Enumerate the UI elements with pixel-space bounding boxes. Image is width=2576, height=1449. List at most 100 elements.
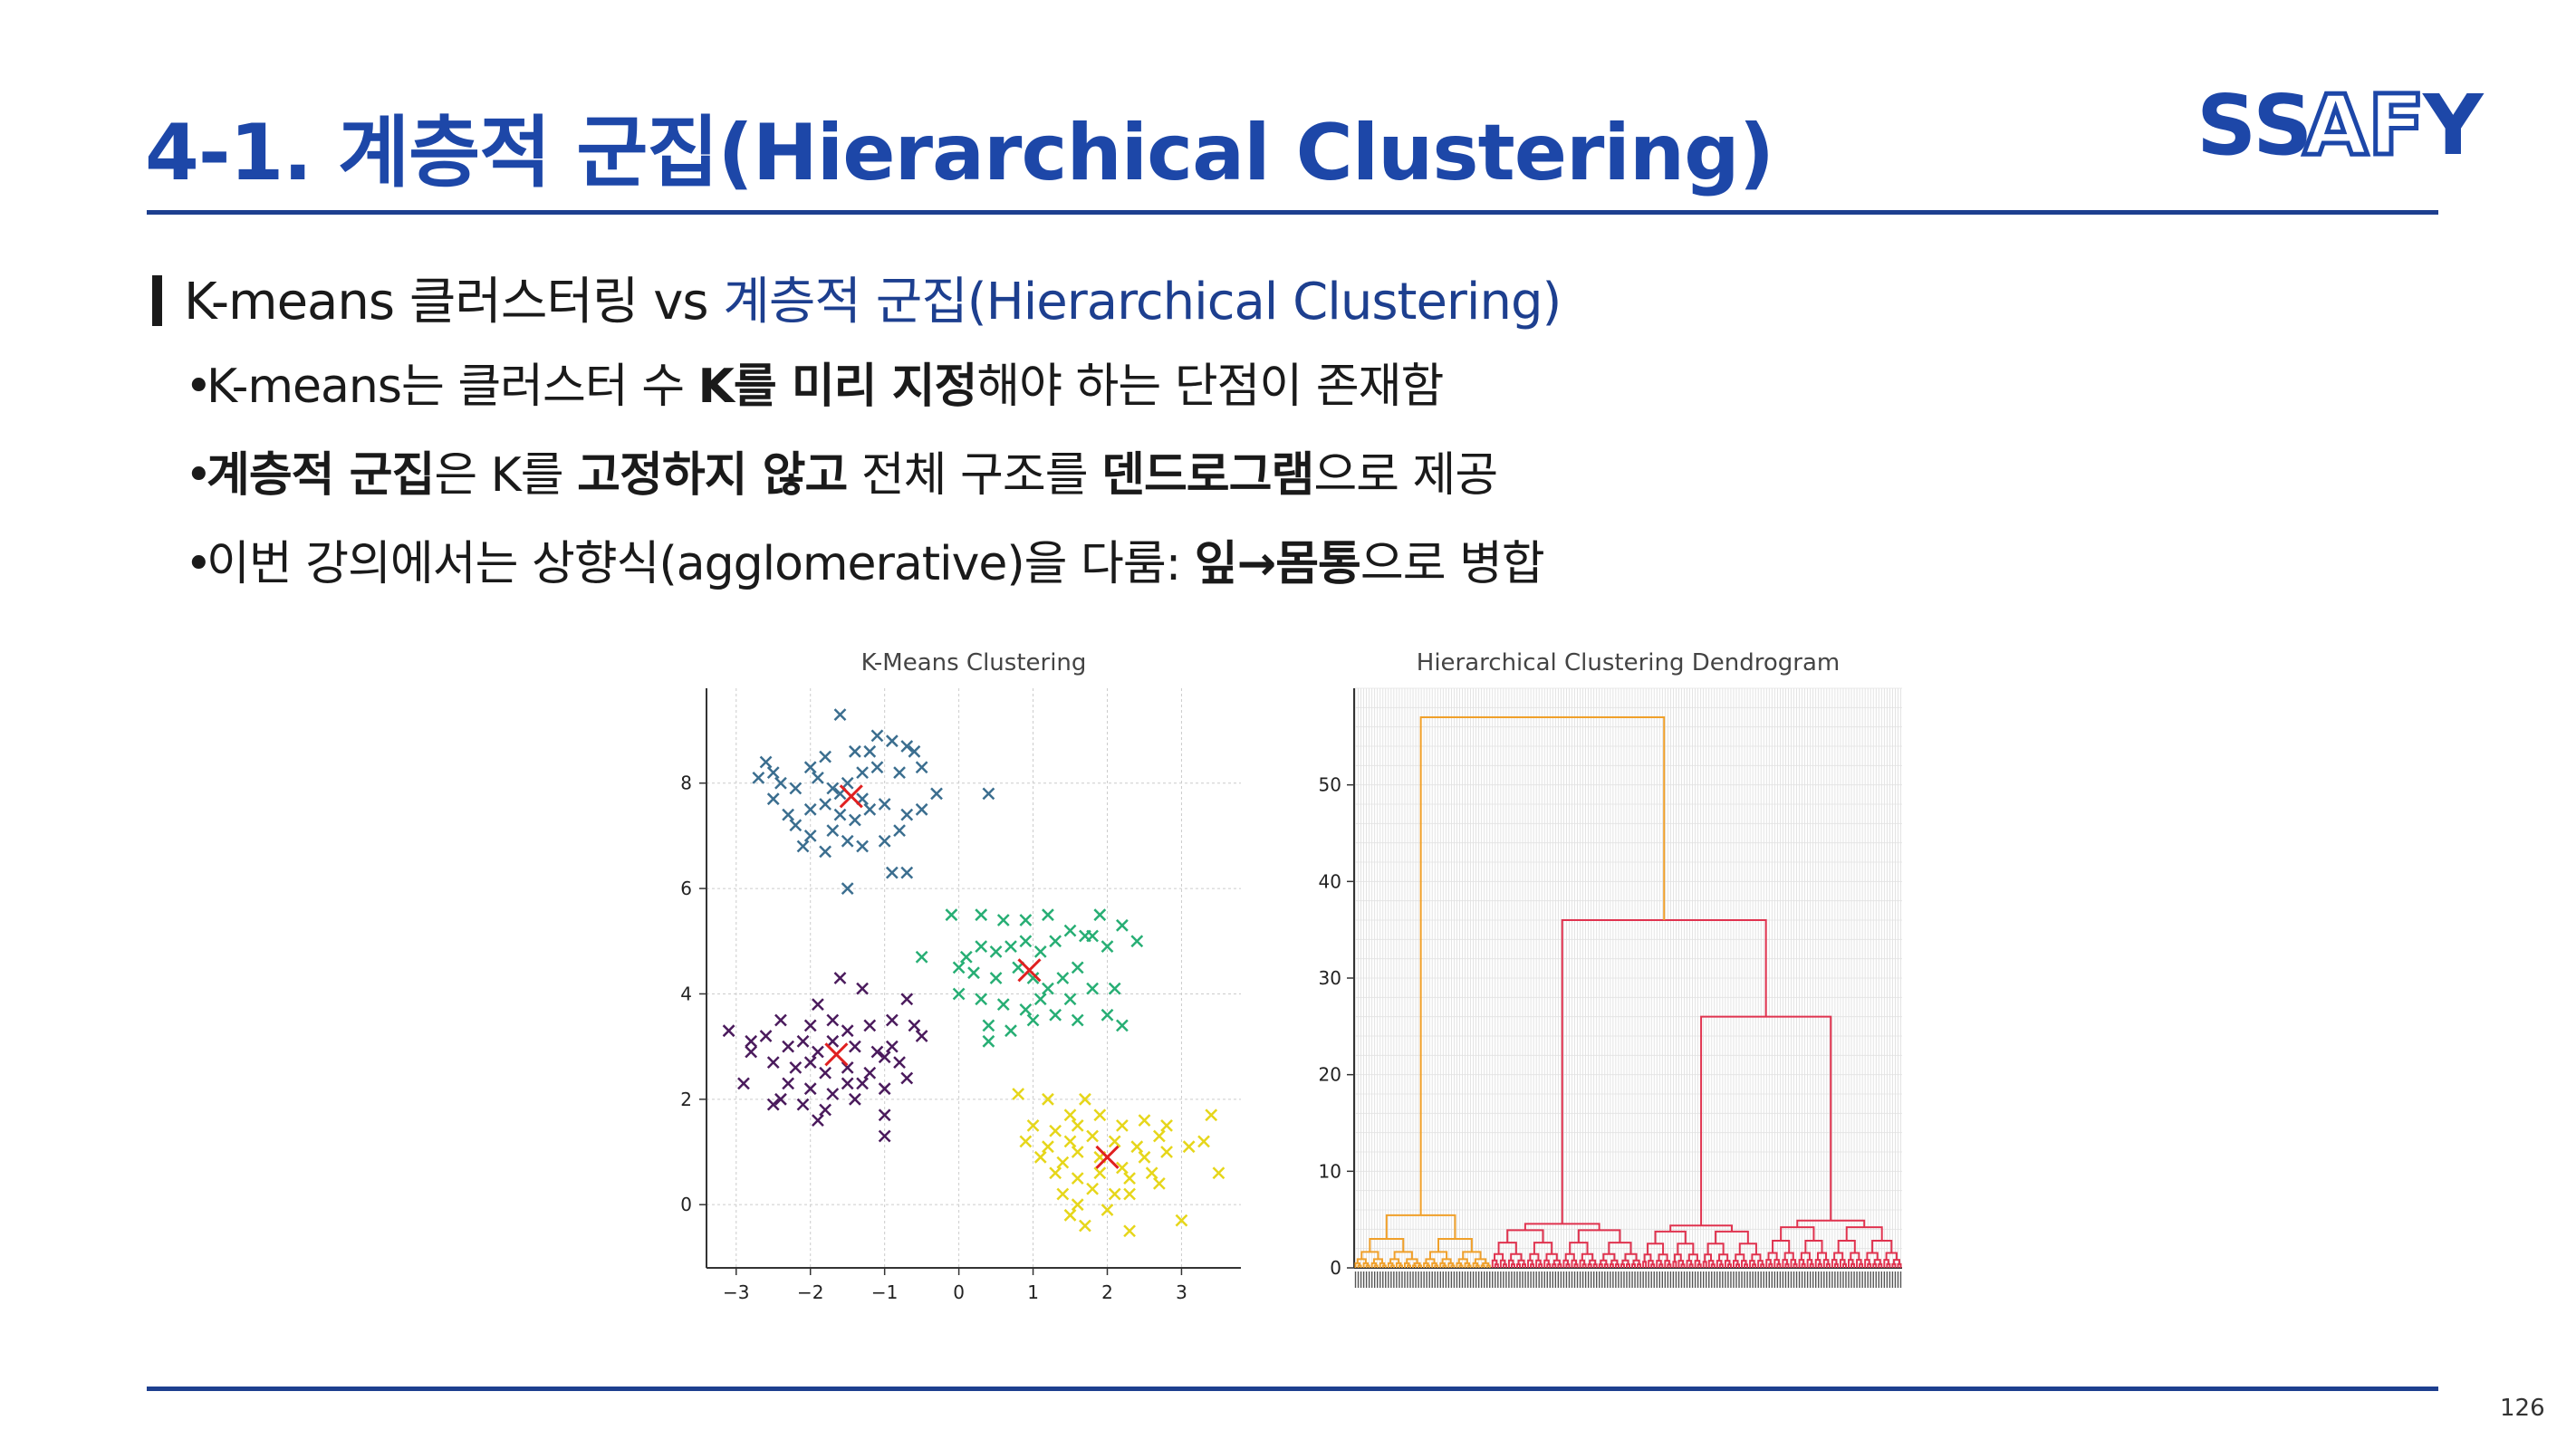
dendrogram-link bbox=[1647, 1243, 1665, 1255]
dendrogram-link bbox=[1360, 1251, 1379, 1260]
dendrogram-link bbox=[1735, 1253, 1745, 1262]
scatter-point bbox=[1019, 1003, 1033, 1016]
dendrogram-link bbox=[1782, 1259, 1788, 1268]
dendrogram-link bbox=[1621, 1259, 1629, 1265]
scatter-point bbox=[885, 866, 899, 879]
scatter-point bbox=[885, 734, 899, 748]
scatter-point bbox=[826, 782, 840, 795]
dendrogram-link bbox=[1552, 1259, 1561, 1265]
bullet-bold-text: 고정하지 않고 bbox=[577, 448, 848, 503]
dendrogram-link bbox=[1800, 1252, 1811, 1261]
scatter-point bbox=[826, 1034, 840, 1048]
subheading-prefix: K-means 클러스터링 vs bbox=[184, 273, 724, 331]
centroid-marker bbox=[1017, 958, 1042, 983]
scatter-point bbox=[774, 1092, 787, 1106]
bullet-text: 으로 병합 bbox=[1360, 537, 1545, 591]
scatter-point bbox=[819, 798, 831, 811]
dendrogram-link bbox=[1529, 1252, 1540, 1261]
scatter-point bbox=[893, 1056, 906, 1069]
scatter-point bbox=[849, 1092, 861, 1106]
scatter-point bbox=[759, 1030, 773, 1042]
scatter-point bbox=[1138, 1114, 1151, 1127]
bullet-list: •K-means는 클러스터 수 K를 미리 지정해야 하는 단점이 존재함 •계… bbox=[185, 348, 1545, 614]
scatter-point bbox=[1152, 1129, 1166, 1143]
dendrogram-link bbox=[1872, 1262, 1878, 1268]
scatter-point bbox=[1123, 1224, 1136, 1238]
scatter-point bbox=[915, 761, 928, 774]
scatter-point bbox=[1116, 918, 1129, 932]
scatter-point bbox=[812, 772, 824, 784]
scatter-point bbox=[841, 1024, 854, 1038]
dendrogram-link bbox=[1707, 1260, 1715, 1268]
scatter-point bbox=[841, 834, 854, 848]
dendrogram-link bbox=[1738, 1243, 1757, 1255]
scatter-point bbox=[1004, 940, 1017, 953]
scatter-point bbox=[900, 866, 914, 879]
dendrogram-link bbox=[1848, 1259, 1854, 1268]
dendrogram-link bbox=[1783, 1252, 1794, 1261]
scatter-point bbox=[1063, 1135, 1077, 1148]
scatter-point bbox=[796, 840, 810, 853]
scatter-point bbox=[1197, 1135, 1210, 1148]
scatter-point bbox=[878, 834, 891, 848]
chart-title: K-Means Clustering bbox=[861, 649, 1087, 677]
scatter-point bbox=[841, 882, 854, 895]
scatter-point bbox=[1086, 1129, 1099, 1143]
scatter-point bbox=[841, 1061, 854, 1074]
logo-text-right: Y bbox=[2422, 80, 2485, 170]
bullet-item: •계층적 군집은 K를 고정하지 않고 전체 구조를 덴드로그램으로 제공 bbox=[185, 437, 1544, 525]
scatter-point bbox=[812, 998, 824, 1011]
scatter-point bbox=[1175, 1214, 1188, 1227]
header-divider bbox=[147, 210, 2438, 215]
dendrogram-link bbox=[1784, 1262, 1790, 1268]
scatter-point bbox=[1093, 908, 1107, 922]
dendrogram-link bbox=[1897, 1262, 1902, 1268]
scatter-point bbox=[826, 824, 840, 837]
scatter-point bbox=[1130, 1140, 1144, 1154]
scatter-point bbox=[1130, 935, 1144, 948]
scatter-point bbox=[900, 808, 914, 821]
scatter-point bbox=[1086, 1182, 1099, 1195]
dendrogram-link bbox=[1822, 1259, 1830, 1268]
logo-text-left: SS bbox=[2196, 80, 2312, 170]
dendrogram-link bbox=[1648, 1260, 1654, 1268]
centroid-marker bbox=[824, 1042, 849, 1067]
scatter-point bbox=[1093, 1108, 1107, 1122]
scatter-point bbox=[803, 830, 817, 842]
scatter-point bbox=[833, 708, 847, 721]
y-tick-label: 6 bbox=[680, 878, 692, 899]
dendrogram-link bbox=[1850, 1252, 1860, 1261]
scatter-point bbox=[1160, 1119, 1173, 1132]
scatter-point bbox=[1101, 940, 1114, 953]
dendrogram-link bbox=[1814, 1259, 1821, 1268]
y-tick-label: 0 bbox=[680, 1194, 692, 1215]
dendrogram-link bbox=[1798, 1259, 1805, 1268]
scatter-point bbox=[856, 766, 869, 779]
dendrogram-link bbox=[1564, 1252, 1575, 1261]
bullet-item: •K-means는 클러스터 수 K를 미리 지정해야 하는 단점이 존재함 bbox=[185, 348, 1544, 437]
scatter-point bbox=[1138, 1150, 1151, 1164]
scatter-point bbox=[900, 740, 914, 753]
dendrogram-link bbox=[1806, 1259, 1813, 1268]
scatter-point bbox=[803, 1019, 817, 1032]
dendrogram-link bbox=[1878, 1262, 1883, 1268]
y-tick-label: 30 bbox=[1319, 967, 1341, 989]
scatter-point bbox=[849, 813, 861, 827]
scatter-point bbox=[774, 776, 787, 790]
scatter-point bbox=[789, 1061, 803, 1074]
scatter-point bbox=[745, 1034, 758, 1048]
bullet-item: •이번 강의에서는 상향식(agglomerative)을 다룸: 잎→몸통으로… bbox=[185, 525, 1545, 614]
scatter-point bbox=[812, 1114, 824, 1127]
scatter-point bbox=[841, 1077, 854, 1090]
scatter-point bbox=[1101, 1204, 1114, 1216]
scatter-point bbox=[856, 982, 869, 995]
scatter-point bbox=[1033, 945, 1047, 958]
dendrogram-link bbox=[1790, 1259, 1797, 1268]
scatter-point bbox=[982, 787, 995, 801]
subheading-emphasis: 계층적 군집(Hierarchical Clustering) bbox=[723, 273, 1562, 331]
dendrogram-link bbox=[1732, 1260, 1739, 1268]
dendrogram-link bbox=[1773, 1259, 1780, 1268]
dendrogram-link bbox=[1856, 1259, 1862, 1268]
subheading-bar-marker bbox=[152, 275, 162, 326]
dendrogram-link bbox=[1642, 1261, 1648, 1268]
